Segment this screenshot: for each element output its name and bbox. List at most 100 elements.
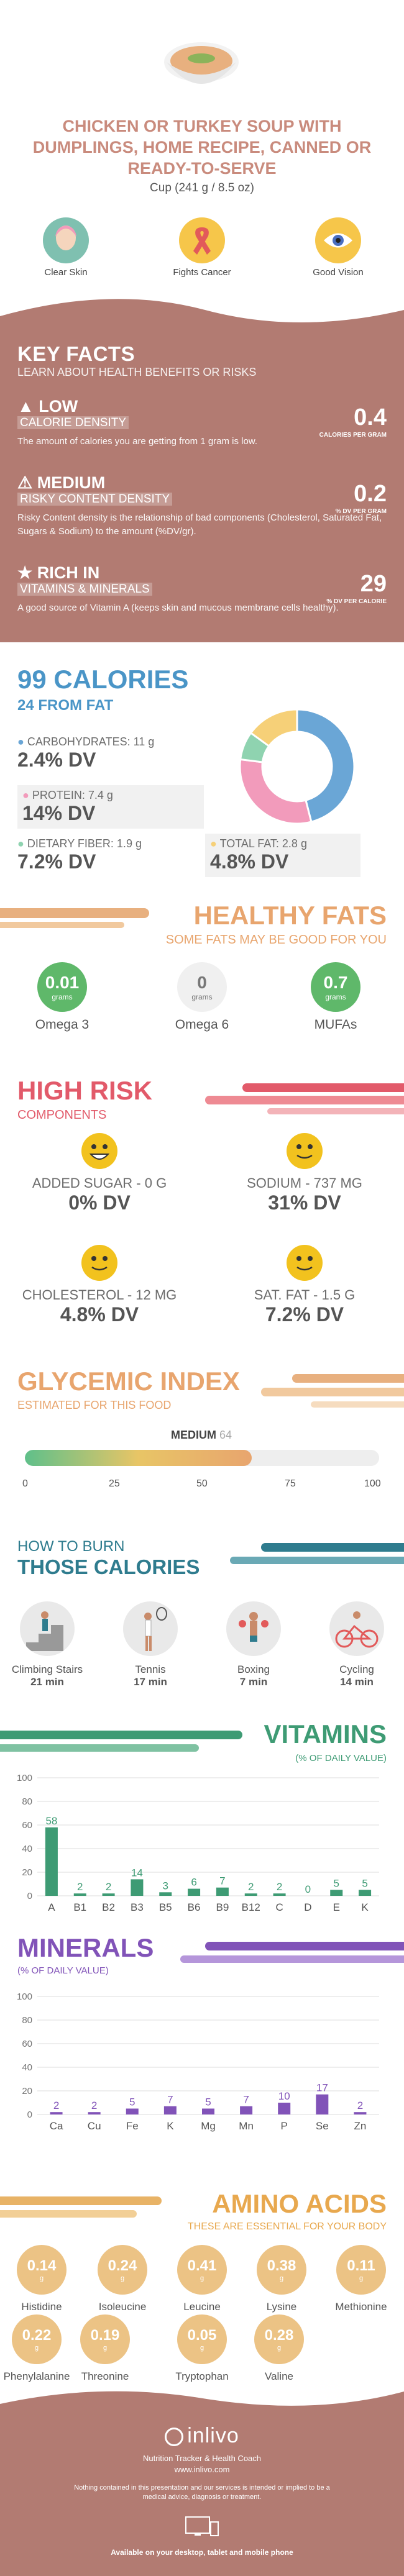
vitamin-bar-B5 bbox=[159, 1892, 172, 1896]
vitamin-value-label: 2 bbox=[106, 1881, 111, 1893]
risk-sat-fat: SAT. FAT - 1.5 g 7.2% DV bbox=[218, 1245, 392, 1326]
amino-value: 0.14 bbox=[27, 2257, 57, 2274]
vitamin-bar-B3 bbox=[131, 1879, 144, 1896]
benefit-clear-skin: Clear Skin bbox=[29, 217, 103, 278]
glycemic-bar-deco-1 bbox=[292, 1374, 404, 1383]
vitamin-ytick: 20 bbox=[22, 1867, 32, 1878]
footer-disclaimer: Nothing contained in this presentation a… bbox=[74, 2484, 330, 2501]
burn-name: Tennis bbox=[135, 1663, 166, 1675]
fat-value: 0.01 bbox=[45, 973, 80, 992]
mineral-value-label: 2 bbox=[91, 2100, 97, 2111]
vitamin-value-label: 3 bbox=[163, 1880, 168, 1891]
smiley-icon bbox=[81, 1133, 117, 1169]
burn-time: 14 min bbox=[340, 1676, 374, 1688]
mineral-ytick: 20 bbox=[22, 2086, 32, 2096]
footer-wave bbox=[0, 2385, 404, 2406]
benefit-label: Fights Cancer bbox=[173, 267, 231, 278]
key-fact-calorie-density: ▲ LOW CALORIE DENSITY 0.4 CALORIES PER G… bbox=[17, 397, 387, 448]
risk-label: ADDED SUGAR - 0 g bbox=[32, 1175, 167, 1191]
glycemic-title: GLYCEMIC INDEX bbox=[17, 1367, 240, 1396]
vitamin-category-label: B6 bbox=[188, 1901, 201, 1913]
vitamin-category-label: C bbox=[275, 1901, 283, 1913]
vitamin-bar-B6 bbox=[188, 1888, 201, 1896]
burn-stairs: Climbing Stairs 21 min bbox=[10, 1601, 85, 1688]
mineral-ytick: 100 bbox=[17, 1991, 32, 2002]
vitamin-value-label: 6 bbox=[191, 1877, 196, 1888]
burn-name: Cycling bbox=[339, 1663, 374, 1675]
minerals-title: MINERALS bbox=[17, 1933, 154, 1962]
burn-title-2: THOSE CALORIES bbox=[17, 1555, 200, 1578]
amino-unit: g bbox=[120, 2275, 125, 2282]
mineral-bar-Mg bbox=[202, 2108, 214, 2114]
key-fact-desc: Risky Content density is the relationshi… bbox=[17, 512, 382, 537]
eye-icon bbox=[315, 217, 361, 263]
mineral-value-label: 2 bbox=[357, 2100, 363, 2111]
amino-name: Leucine bbox=[183, 2301, 221, 2313]
stairs-icon bbox=[20, 1601, 75, 1656]
vitamin-bar-B9 bbox=[216, 1887, 229, 1896]
glycemic-tick: 25 bbox=[109, 1478, 120, 1489]
vitamin-value-label: 58 bbox=[45, 1815, 57, 1827]
vitamin-ytick: 60 bbox=[22, 1820, 32, 1831]
vitamin-value-label: 7 bbox=[219, 1875, 225, 1887]
smiley-icon bbox=[287, 1245, 323, 1281]
amino-subtitle: THESE ARE ESSENTIAL FOR YOUR BODY bbox=[187, 2221, 387, 2232]
amino-value: 0.05 bbox=[187, 2327, 217, 2344]
nutrient-fiber: ● DIETARY FIBER: 1.9 g 7.2% DV bbox=[17, 837, 142, 873]
amino-title: AMINO ACIDS bbox=[212, 2189, 387, 2218]
risk-bar-1 bbox=[242, 1083, 404, 1092]
vitamin-value-label: 2 bbox=[248, 1881, 254, 1893]
vitamins-subtitle: (% OF DAILY VALUE) bbox=[295, 1753, 387, 1764]
key-fact-level: RICH IN bbox=[37, 563, 100, 582]
amino-lysine: 0.38 g Lysine bbox=[247, 2245, 316, 2313]
vitamin-category-label: B9 bbox=[216, 1901, 229, 1913]
fats-bar-2 bbox=[0, 922, 124, 928]
vitamin-bar-K bbox=[359, 1890, 372, 1896]
burn-bar-2 bbox=[230, 1557, 404, 1564]
vitamin-category-label: B5 bbox=[159, 1901, 172, 1913]
nutrient-label: ● TOTAL FAT: 2.8 g bbox=[210, 837, 307, 850]
vitamin-value-label: 5 bbox=[362, 1878, 367, 1890]
ribbon-icon bbox=[179, 217, 225, 263]
key-facts-section: KEY FACTS LEARN ABOUT HEALTH BENEFITS OR… bbox=[0, 285, 404, 642]
mineral-category-label: P bbox=[281, 2120, 288, 2132]
fat-label: MUFAs bbox=[314, 1017, 357, 1032]
vitamin-category-label: B2 bbox=[102, 1901, 115, 1913]
key-fact-risky-density: ⚠ MEDIUM RISKY CONTENT DENSITY 0.2 % DV … bbox=[17, 473, 387, 539]
key-fact-unit: % DV PER CALORIE bbox=[326, 598, 387, 605]
vitamin-value-label: 14 bbox=[131, 1867, 143, 1878]
fats-bar bbox=[0, 908, 149, 918]
mineral-bar-Ca bbox=[50, 2112, 63, 2114]
footer-url[interactable]: www.inlivo.com bbox=[174, 2465, 230, 2474]
risk-added-sugar: ADDED SUGAR - 0 g 0% DV bbox=[12, 1133, 186, 1214]
mineral-bar-Se bbox=[316, 2094, 329, 2114]
tennis-icon bbox=[123, 1601, 178, 1656]
glycemic-tick: 50 bbox=[196, 1478, 208, 1489]
nutrient-dv: 4.8% DV bbox=[210, 850, 289, 873]
key-fact-name: CALORIE DENSITY bbox=[17, 416, 129, 429]
risk-bar-2 bbox=[205, 1096, 404, 1104]
devices-icon bbox=[185, 2516, 219, 2541]
mineral-value-label: 10 bbox=[278, 2090, 290, 2102]
vitamins-title: VITAMINS bbox=[264, 1719, 387, 1749]
vitamin-bar-B12 bbox=[244, 1893, 257, 1896]
fire-icon: ▲ bbox=[17, 397, 34, 416]
donut-slice-protein bbox=[239, 758, 313, 825]
fat-unit: grams bbox=[52, 993, 73, 1001]
glycemic-subtitle: ESTIMATED FOR THIS FOOD bbox=[17, 1399, 172, 1411]
glycemic-tick: 0 bbox=[22, 1478, 28, 1489]
fat-unit: grams bbox=[325, 993, 346, 1001]
mineral-value-label: 7 bbox=[243, 2094, 249, 2106]
minerals-bar-chart: 100 80 60 40 20 0 2 Ca 2 Cu 5 Fe 7 K 5 Mg 7 Mn 10 P 17 Se 2 Zn bbox=[17, 1991, 379, 2132]
vitamin-value-label: 2 bbox=[277, 1881, 282, 1893]
key-fact-name: RISKY CONTENT DENSITY bbox=[17, 493, 173, 506]
amino-name: Phenylalanine bbox=[3, 2370, 70, 2382]
vitamins-section: VITAMINS (% OF DAILY VALUE) 100 80 60 40 20 0… bbox=[0, 1717, 404, 1928]
donut-slice-carbohydrates bbox=[296, 708, 356, 823]
glycemic-level-label: MEDIUM 64 bbox=[171, 1429, 232, 1441]
vitamin-bar-A bbox=[45, 1827, 58, 1896]
glycemic-tick: 100 bbox=[364, 1478, 381, 1489]
amino-name: Threonine bbox=[81, 2370, 129, 2382]
amino-name: Isoleucine bbox=[98, 2301, 147, 2313]
vitamins-bar-chart: 10080604020058A2B12B214B33B56B67B92B122C… bbox=[17, 1773, 379, 1913]
